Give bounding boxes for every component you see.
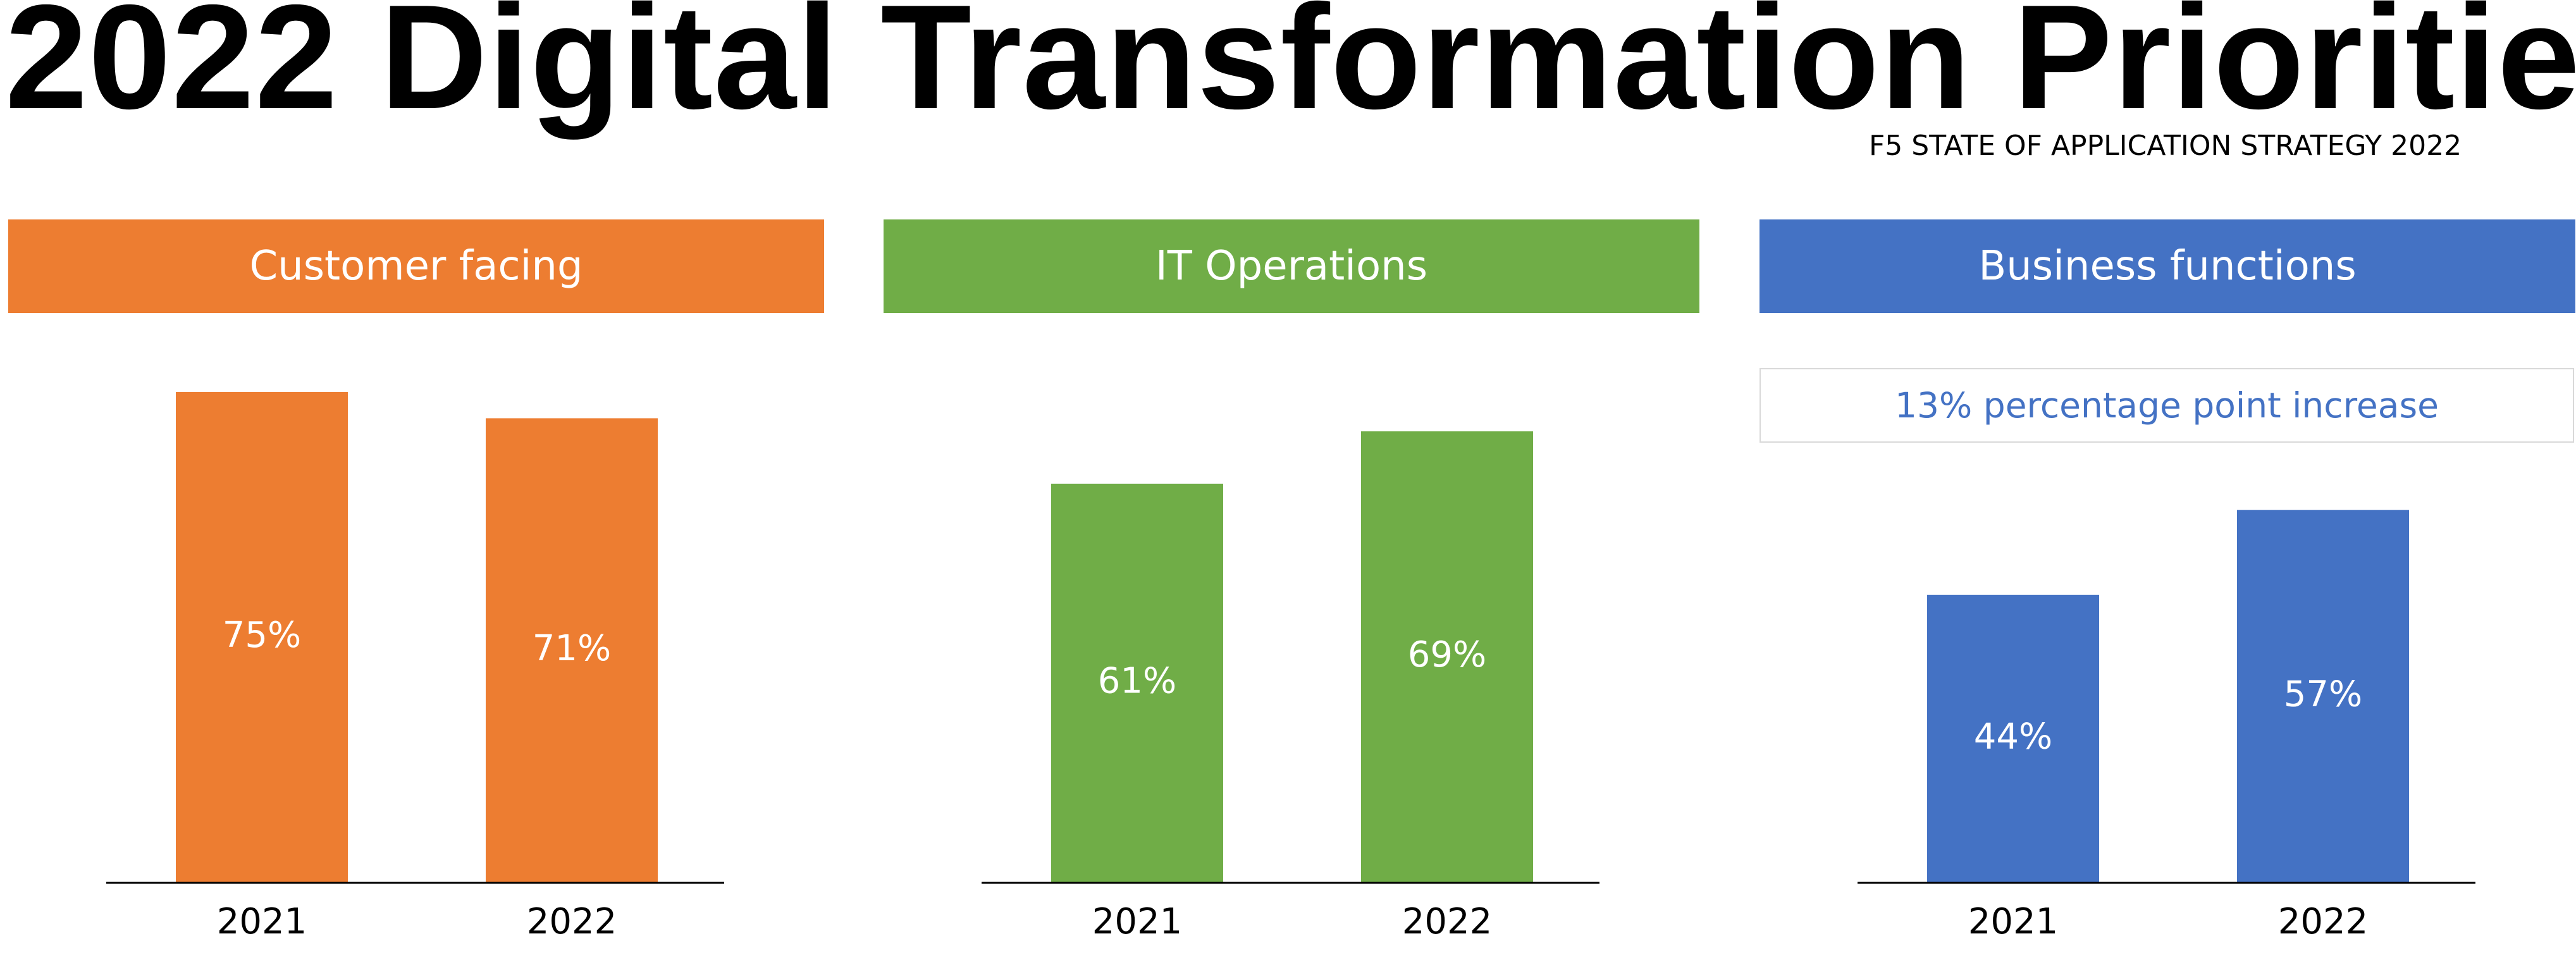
chart-panel-customer-facing: Customer facing 75% 2021 71% 2022 (8, 219, 824, 960)
bar-customer-facing-2021 (176, 392, 348, 883)
chart-panel-it-operations: IT Operations 61% 2021 69% 2022 (884, 219, 1699, 960)
bar-chart-customer-facing: 75% 2021 71% 2022 (106, 392, 724, 942)
increase-callout: 13% percentage point increase (1759, 368, 2574, 443)
bar-chart-it-operations: 61% 2021 69% 2022 (982, 431, 1599, 942)
data-label-customer-facing-2021: 75% (223, 615, 301, 656)
bar-chart-business-functions: 44% 2021 57% 2022 (1858, 510, 2475, 942)
data-label-it-operations-2022: 69% (1408, 634, 1486, 675)
data-label-customer-facing-2022: 71% (533, 628, 611, 669)
data-label-business-functions-2022: 57% (2284, 674, 2362, 715)
bar-business-functions-2021 (1927, 594, 2099, 883)
x-tick-label-it-operations-2022: 2022 (1402, 901, 1493, 942)
chart-panel-business-functions: Business functions 13% percentage point … (1759, 219, 2575, 960)
bar-customer-facing-2022 (486, 418, 658, 883)
bar-business-functions-2022 (2237, 510, 2409, 883)
x-tick-label-business-functions-2022: 2022 (2278, 901, 2369, 942)
x-tick-label-business-functions-2021: 2021 (1968, 901, 2059, 942)
bar-it-operations-2022 (1361, 431, 1533, 883)
x-tick-label-it-operations-2021: 2021 (1092, 901, 1183, 942)
panel-header-it-operations: IT Operations (884, 219, 1699, 313)
data-label-business-functions-2021: 44% (1974, 717, 2052, 758)
data-label-it-operations-2021: 61% (1098, 661, 1176, 702)
page-title: 2022 Digital Transformation Priorities (5, 0, 2576, 140)
panel-header-business-functions: Business functions (1759, 219, 2575, 313)
bar-it-operations-2021 (1051, 483, 1223, 883)
panel-header-customer-facing: Customer facing (8, 219, 824, 313)
x-tick-label-customer-facing-2021: 2021 (217, 901, 307, 942)
x-tick-label-customer-facing-2022: 2022 (527, 901, 617, 942)
source-label: F5 STATE OF APPLICATION STRATEGY 2022 (1869, 130, 2462, 162)
